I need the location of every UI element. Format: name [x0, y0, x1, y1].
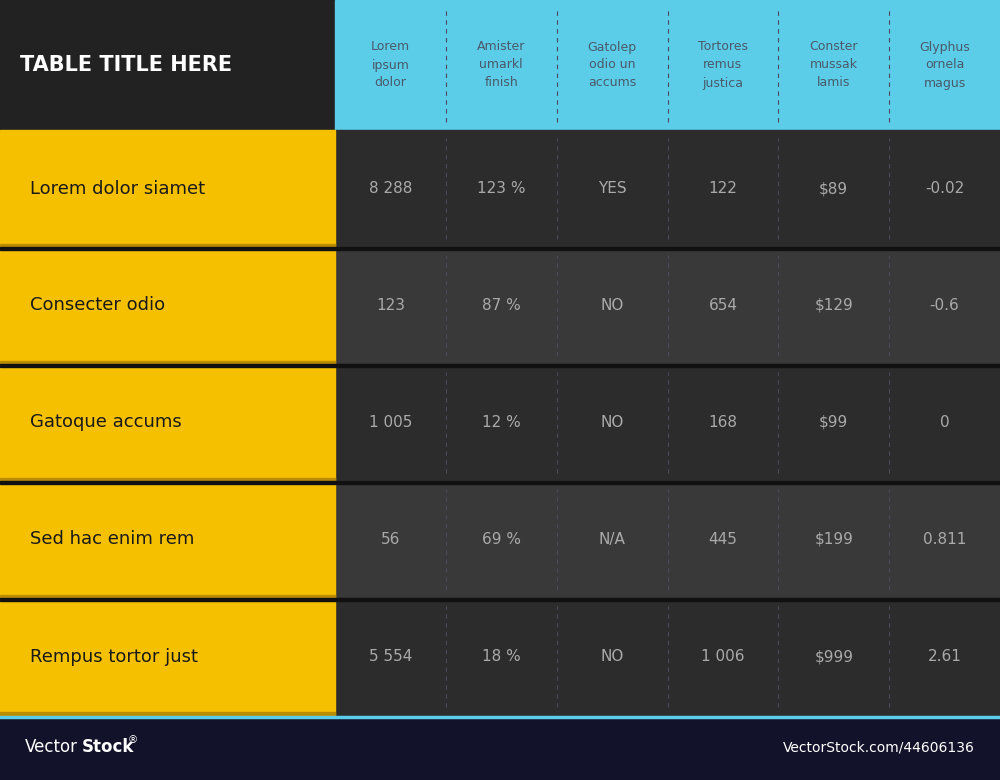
Text: 2.61: 2.61 [928, 649, 962, 664]
Text: ®: ® [128, 736, 138, 746]
Text: 56: 56 [381, 532, 400, 547]
Text: 8 288: 8 288 [369, 181, 412, 196]
Text: 12 %: 12 % [482, 415, 521, 430]
Bar [0, 481, 1000, 484]
Bar [0, 247, 1000, 250]
Text: TABLE TITLE HERE: TABLE TITLE HERE [20, 55, 232, 75]
Bar [0, 247, 335, 364]
Bar [335, 481, 1000, 598]
Text: 123 %: 123 % [477, 181, 526, 196]
Text: NO: NO [600, 649, 624, 664]
Text: 122: 122 [708, 181, 737, 196]
Text: Gatoque accums: Gatoque accums [30, 413, 182, 431]
Text: Gatolep
odio un
accums: Gatolep odio un accums [588, 41, 637, 90]
Text: Stock: Stock [82, 739, 134, 757]
Bar [0, 598, 335, 715]
Text: NO: NO [600, 298, 624, 313]
Text: 87 %: 87 % [482, 298, 521, 313]
Text: $129: $129 [814, 298, 853, 313]
Text: Lorem
ipsum
dolor: Lorem ipsum dolor [371, 41, 410, 90]
Text: Conster
mussak
lamis: Conster mussak lamis [810, 41, 858, 90]
Bar [0, 244, 335, 247]
Text: Lorem dolor siamet: Lorem dolor siamet [30, 179, 205, 197]
Text: VectorStock.com/44606136: VectorStock.com/44606136 [783, 740, 975, 754]
Bar [0, 130, 335, 247]
Bar [335, 0, 1000, 130]
Text: Tortores
remus
justica: Tortores remus justica [698, 41, 748, 90]
Text: Amister
umarkl
finish: Amister umarkl finish [477, 41, 525, 90]
Bar [0, 0, 335, 130]
Text: Glyphus
ornela
magus: Glyphus ornela magus [919, 41, 970, 90]
Text: 168: 168 [708, 415, 737, 430]
Text: $999: $999 [814, 649, 853, 664]
Text: 654: 654 [708, 298, 737, 313]
Text: Rempus tortor just: Rempus tortor just [30, 647, 198, 665]
Bar [0, 364, 335, 481]
Bar [335, 364, 1000, 481]
Text: 0: 0 [940, 415, 949, 430]
Bar [0, 478, 335, 481]
Text: Sed hac enim rem: Sed hac enim rem [30, 530, 194, 548]
Text: -0.02: -0.02 [925, 181, 964, 196]
Text: 18 %: 18 % [482, 649, 521, 664]
Text: Vector: Vector [25, 739, 78, 757]
Text: 445: 445 [708, 532, 737, 547]
Bar [0, 364, 1000, 367]
Text: -0.6: -0.6 [930, 298, 959, 313]
Text: 1 005: 1 005 [369, 415, 412, 430]
Text: N/A: N/A [599, 532, 626, 547]
Bar [0, 712, 335, 715]
Bar [335, 130, 1000, 247]
Text: $99: $99 [819, 415, 848, 430]
Text: NO: NO [600, 415, 624, 430]
Bar [0, 598, 1000, 601]
Text: 0.811: 0.811 [923, 532, 966, 547]
Text: 5 554: 5 554 [369, 649, 412, 664]
Bar [0, 361, 335, 364]
Text: 69 %: 69 % [482, 532, 521, 547]
Bar [0, 481, 335, 598]
Bar [335, 598, 1000, 715]
Bar [335, 247, 1000, 364]
Bar [0, 715, 1000, 780]
Text: 123: 123 [376, 298, 405, 313]
Text: Consecter odio: Consecter odio [30, 296, 165, 314]
Text: $199: $199 [814, 532, 853, 547]
Text: YES: YES [598, 181, 626, 196]
Text: $89: $89 [819, 181, 848, 196]
Bar [0, 595, 335, 598]
Text: 1 006: 1 006 [701, 649, 745, 664]
